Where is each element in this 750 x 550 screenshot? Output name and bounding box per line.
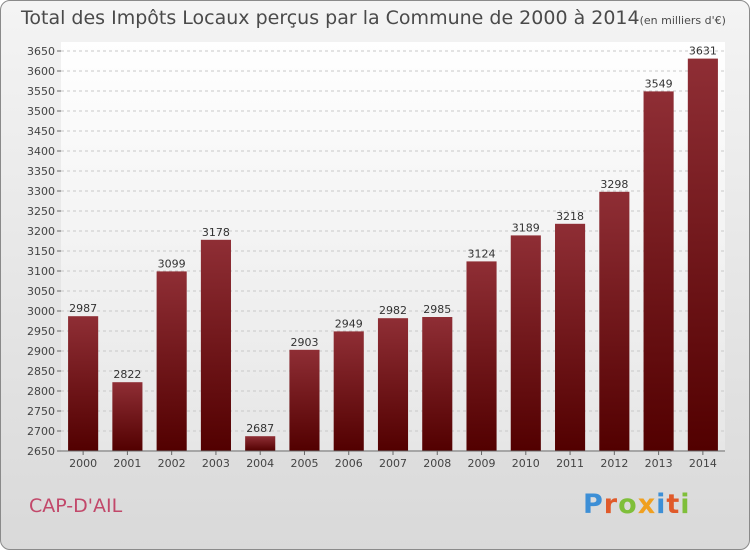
- x-tick-label: 2000: [69, 457, 97, 470]
- y-tick-label: 2700: [27, 425, 55, 438]
- x-tick-label: 2008: [423, 457, 451, 470]
- bar: [643, 91, 674, 452]
- logo-letter: P: [583, 489, 604, 520]
- y-tick-label: 2750: [27, 405, 55, 418]
- bars: 2987 2822 3099 3178 2687 2903 2949 2982 2985 3124…: [68, 45, 718, 452]
- x-axis: 2000 2001 2002 2003 2004 2005 2006 2007 2008 2009…: [69, 451, 717, 470]
- x-tick-label: 2010: [512, 457, 540, 470]
- x-tick-label: 2003: [202, 457, 230, 470]
- y-tick-label: 3450: [27, 125, 55, 138]
- y-tick-label: 2850: [27, 365, 55, 378]
- bar-value-label: 3631: [689, 45, 717, 58]
- x-tick-label: 2013: [645, 457, 673, 470]
- bar-value-label: 2987: [69, 302, 97, 315]
- bar: [289, 349, 320, 451]
- y-tick-label: 3250: [27, 205, 55, 218]
- y-tick-label: 3300: [27, 185, 55, 198]
- bar-value-label: 3124: [468, 247, 496, 260]
- bar: [245, 436, 276, 451]
- y-tick-label: 3100: [27, 265, 55, 278]
- x-tick-label: 2009: [468, 457, 496, 470]
- x-tick-label: 2007: [379, 457, 407, 470]
- bar-value-label: 2982: [379, 304, 407, 317]
- x-tick-label: 2001: [113, 457, 141, 470]
- logo-letter: x: [637, 489, 657, 520]
- x-tick-label: 2011: [556, 457, 584, 470]
- logo-letter: t: [666, 489, 681, 520]
- y-tick-label: 3400: [27, 145, 55, 158]
- logo-letter: i: [656, 489, 667, 520]
- y-tick-label: 3050: [27, 285, 55, 298]
- y-tick-label: 2900: [27, 345, 55, 358]
- bar-value-label: 3549: [645, 77, 673, 90]
- bar-value-label: 2949: [335, 317, 363, 330]
- bar-value-label: 2985: [423, 303, 451, 316]
- y-tick-label: 2800: [27, 385, 55, 398]
- y-tick-label: 3550: [27, 85, 55, 98]
- x-tick-label: 2014: [689, 457, 717, 470]
- bar: [200, 239, 231, 451]
- y-tick-label: 3350: [27, 165, 55, 178]
- bar: [687, 58, 718, 451]
- chart-unit-note: (en milliers d'€): [639, 14, 726, 27]
- bar: [112, 382, 143, 451]
- y-axis: 2650 2700 2750 2800 2850 2900 2950 3000 3050 3100…: [27, 45, 61, 458]
- proxiti-logo: Proxiti: [583, 489, 691, 520]
- bar-value-label: 3218: [556, 210, 584, 223]
- y-tick-label: 3600: [27, 65, 55, 78]
- bar-value-label: 3298: [600, 178, 628, 191]
- y-tick-label: 3000: [27, 305, 55, 318]
- bar-value-label: 2903: [290, 336, 318, 349]
- chart-title: Total des Impôts Locaux perçus par la Co…: [21, 7, 726, 29]
- y-tick-label: 2650: [27, 445, 55, 458]
- x-tick-label: 2005: [290, 457, 318, 470]
- bar: [377, 318, 409, 451]
- bar: [68, 316, 99, 451]
- bar: [156, 271, 187, 451]
- x-tick-label: 2002: [158, 457, 186, 470]
- logo-letter: i: [680, 489, 691, 520]
- bar: [466, 261, 497, 451]
- logo-letter: o: [618, 489, 638, 520]
- y-tick-label: 3150: [27, 245, 55, 258]
- y-tick-label: 3200: [27, 225, 55, 238]
- bar-value-label: 3189: [512, 221, 540, 234]
- y-tick-label: 3500: [27, 105, 55, 118]
- bar-value-label: 2822: [113, 368, 141, 381]
- bar: [555, 223, 586, 451]
- chart-title-text: Total des Impôts Locaux perçus par la Co…: [21, 7, 640, 29]
- bar: [333, 331, 364, 451]
- bar: [510, 235, 541, 451]
- bar-value-label: 2687: [246, 422, 274, 435]
- y-tick-label: 3650: [27, 45, 55, 58]
- bar-value-label: 3099: [158, 257, 186, 270]
- commune-name: CAP-D'AIL: [29, 495, 123, 517]
- x-tick-label: 2006: [335, 457, 363, 470]
- bar: [599, 191, 630, 452]
- y-tick-label: 2950: [27, 325, 55, 338]
- logo-letter: r: [603, 489, 619, 520]
- x-tick-label: 2004: [246, 457, 274, 470]
- bar: [422, 317, 453, 451]
- bar-value-label: 3178: [202, 226, 230, 239]
- x-tick-label: 2012: [600, 457, 628, 470]
